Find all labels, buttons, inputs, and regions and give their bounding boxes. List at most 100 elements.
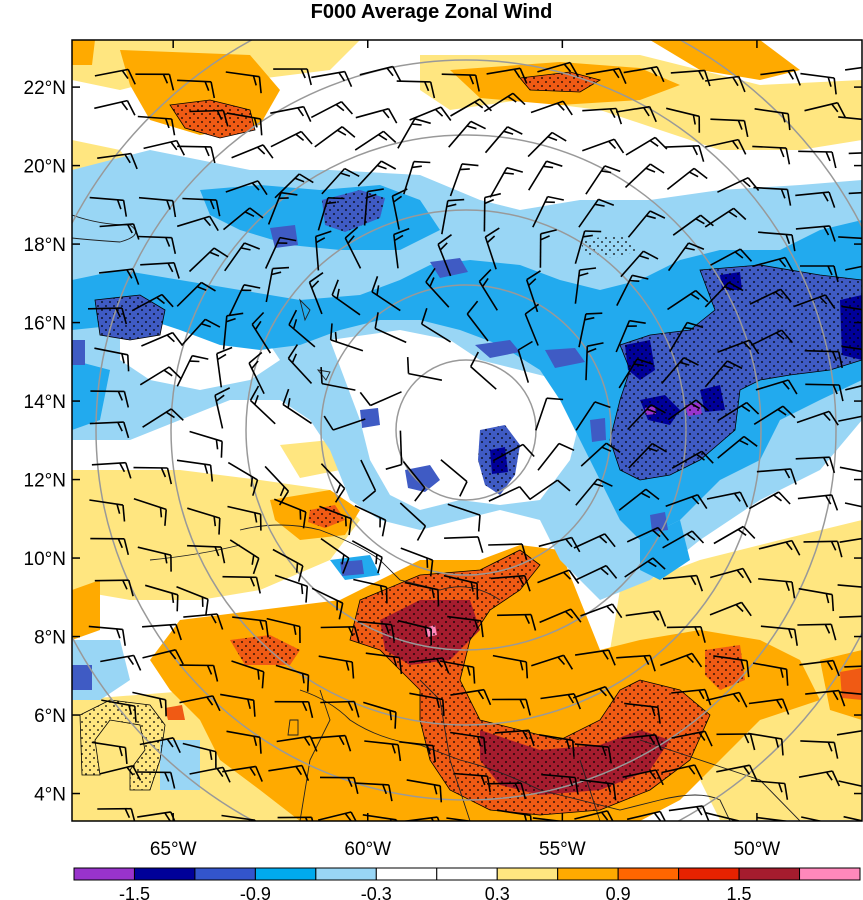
wind-barb <box>666 167 708 191</box>
wind-barb <box>662 530 705 549</box>
wind-barb <box>142 649 184 665</box>
lat-label: 18°N <box>24 235 66 256</box>
wind-barb <box>425 267 450 308</box>
wind-barb <box>90 537 130 555</box>
wind-barb <box>539 229 557 268</box>
wind-barb <box>329 323 364 352</box>
wind-barb <box>709 601 752 617</box>
wind-barb <box>181 318 221 346</box>
colorbar-swatch <box>557 867 619 881</box>
lon-label: 55°W <box>539 839 586 860</box>
wind-barb <box>466 300 489 342</box>
wind-barb <box>758 578 796 599</box>
wind-barb <box>528 160 563 191</box>
wind-barb <box>227 461 259 496</box>
wind-barb <box>848 191 862 195</box>
lat-label: 4°N <box>34 785 66 806</box>
colorbar-label: 1.5 <box>727 884 752 900</box>
wind-barb <box>406 357 443 381</box>
wind-barb <box>319 776 359 794</box>
wind-barb <box>717 339 760 355</box>
wind-barb <box>176 215 219 232</box>
wind-barb <box>229 539 260 575</box>
wind-barb <box>344 226 362 269</box>
wind-barb <box>615 319 646 353</box>
wind-barb <box>672 214 714 236</box>
wind-barb <box>537 61 579 78</box>
wind-barb <box>354 130 397 151</box>
wind-barb <box>575 564 618 581</box>
wind-barb <box>704 207 747 228</box>
wind-barb <box>136 771 176 789</box>
wind-barb <box>266 617 301 644</box>
wind-barb <box>706 691 748 708</box>
wind-barb <box>409 106 452 121</box>
longitude-axis: 65°W 60°W 55°W 50°W <box>150 40 780 860</box>
wind-barb <box>585 67 627 85</box>
wind-barb <box>496 809 532 821</box>
wind-barb <box>618 358 654 389</box>
wind-barb <box>798 770 841 787</box>
wind-barb <box>582 138 625 154</box>
wind-barb <box>208 820 220 821</box>
wind-barb <box>320 700 360 718</box>
wind-barb <box>374 312 407 344</box>
wind-barb <box>666 626 706 643</box>
wind-barb <box>667 289 709 311</box>
wind-barb <box>97 807 136 821</box>
wind-barb <box>132 691 167 717</box>
wind-barb <box>311 70 353 88</box>
wind-barb <box>795 191 836 208</box>
wind-barb <box>575 401 611 431</box>
wind-barb <box>397 619 432 646</box>
wind-barb <box>270 130 313 148</box>
significance-stipple <box>80 72 862 815</box>
wind-barb <box>838 116 862 121</box>
wind-barb <box>484 227 500 270</box>
wind-barb <box>838 691 862 695</box>
wind-barb <box>248 351 265 395</box>
wind-barb <box>540 693 582 710</box>
wind-barb <box>579 779 617 801</box>
wind-barb <box>187 507 221 535</box>
wind-barb <box>524 303 540 346</box>
wind-barb <box>572 685 615 701</box>
wind-barb <box>232 616 269 638</box>
wind-barb <box>364 740 402 762</box>
wind-barb <box>710 118 749 138</box>
wind-barb <box>94 579 134 597</box>
wind-barb <box>97 152 138 170</box>
wind-barb <box>89 421 130 439</box>
colorbar-swatch <box>133 867 196 881</box>
wind-barb <box>447 615 484 638</box>
wind-barb <box>100 654 142 671</box>
wind-barb <box>793 294 836 309</box>
wind-barb <box>225 71 262 94</box>
wind-barb <box>662 574 704 592</box>
wind-barb <box>140 262 180 279</box>
wind-barb <box>397 118 431 149</box>
colorbar-label: -1.5 <box>119 884 150 900</box>
wind-barb <box>575 478 613 506</box>
wind-barb <box>310 100 353 119</box>
wind-barb <box>795 456 836 474</box>
wind-barb <box>758 539 801 556</box>
range-rings <box>72 40 862 821</box>
wind-barb <box>274 574 309 603</box>
wind-barb <box>355 107 398 124</box>
wind-barb <box>317 811 357 821</box>
wind-barb <box>225 180 268 196</box>
wind-barb <box>574 743 612 764</box>
plot-frame <box>71 39 863 822</box>
wind-barb <box>797 494 839 511</box>
wind-barb <box>321 167 360 195</box>
colorbar-swatch <box>194 867 256 881</box>
wind-barb <box>487 782 527 800</box>
wind-barb <box>492 698 531 716</box>
wind-barb <box>671 688 712 706</box>
wind-barb <box>314 230 332 271</box>
wind-barb <box>752 145 791 165</box>
wind-barb <box>488 485 531 502</box>
wind-barb <box>574 267 597 304</box>
